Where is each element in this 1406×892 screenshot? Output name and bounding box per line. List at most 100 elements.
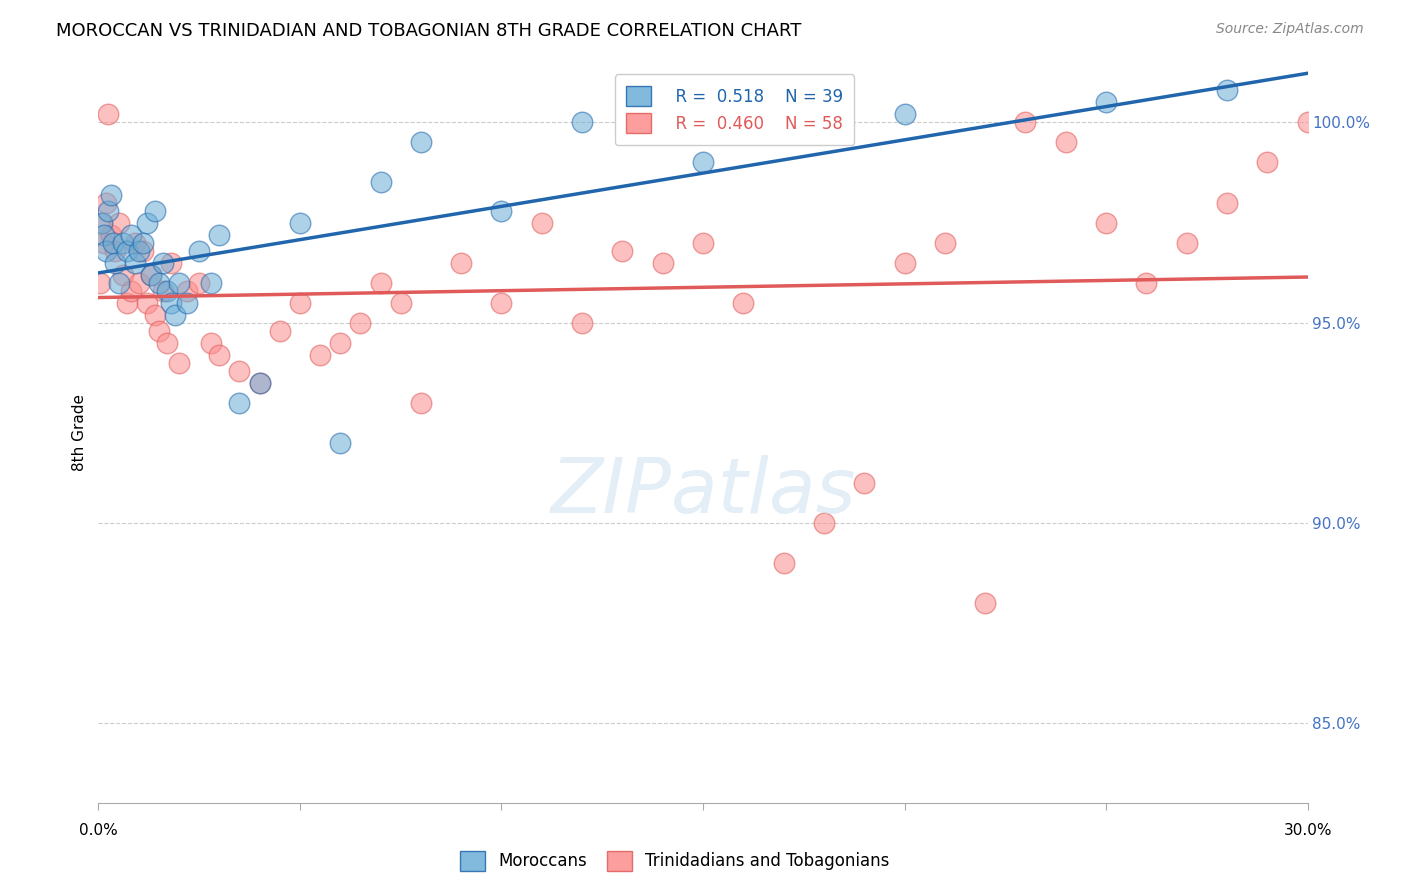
Point [409,395,432,409]
Point [101,235,124,250]
Point [1216,195,1239,210]
Point [651,255,673,269]
Point [249,376,271,390]
Point [167,355,190,369]
Point [530,215,553,229]
Point [97,107,120,121]
Point [208,348,231,362]
Text: 30.0%: 30.0% [1284,822,1331,838]
Point [124,235,146,250]
Text: Source: ZipAtlas.com: Source: ZipAtlas.com [1216,22,1364,37]
Legend:   R =  0.518    N = 39,   R =  0.460    N = 58: R = 0.518 N = 39, R = 0.460 N = 58 [614,74,855,145]
Point [111,235,134,250]
Point [107,215,129,229]
Point [612,244,634,258]
Point [692,235,714,250]
Point [163,308,186,322]
Point [571,316,593,330]
Point [692,155,714,169]
Point [853,475,876,490]
Point [115,295,138,310]
Point [329,435,352,450]
Point [450,255,472,269]
Point [93,235,115,250]
Point [329,335,352,350]
Point [349,316,371,330]
Point [143,203,166,218]
Point [148,324,170,338]
Point [89,276,111,290]
Point [1135,276,1157,290]
Point [188,244,211,258]
Point [1095,215,1118,229]
Point [1095,95,1118,110]
Point [143,308,166,322]
Point [167,276,190,290]
Point [974,596,997,610]
Legend: Moroccans, Trinidadians and Tobagonians: Moroccans, Trinidadians and Tobagonians [451,842,898,880]
Point [571,115,593,129]
Point [152,255,174,269]
Point [934,235,956,250]
Point [1296,115,1319,129]
Point [132,244,155,258]
Point [208,227,231,242]
Point [389,295,412,310]
Point [288,215,311,229]
Point [1014,115,1036,129]
Point [97,203,120,218]
Point [491,203,513,218]
Point [156,284,179,298]
Point [135,295,157,310]
Point [409,136,432,150]
Point [160,295,183,310]
Point [115,244,138,258]
Point [139,268,162,282]
Point [128,244,150,258]
Text: ZIPatlas: ZIPatlas [550,455,856,529]
Point [120,284,142,298]
Point [893,255,915,269]
Point [139,268,162,282]
Point [1216,83,1239,97]
Point [135,215,157,229]
Point [176,295,198,310]
Point [107,276,129,290]
Point [128,276,150,290]
Point [1175,235,1198,250]
Point [156,335,179,350]
Point [93,227,115,242]
Point [772,556,794,570]
Point [91,215,114,229]
Point [228,363,250,377]
Text: 0.0%: 0.0% [79,822,118,838]
Point [813,516,835,530]
Point [269,324,291,338]
Point [200,335,222,350]
Point [148,276,170,290]
Point [893,107,915,121]
Point [370,276,392,290]
Point [103,244,125,258]
Point [200,276,222,290]
Point [176,284,198,298]
Point [1054,136,1077,150]
Point [491,295,513,310]
Point [132,235,155,250]
Point [120,227,142,242]
Point [152,284,174,298]
Point [188,276,211,290]
Point [249,376,271,390]
Point [160,255,183,269]
Point [124,255,146,269]
Point [1256,155,1278,169]
Point [96,244,118,258]
Point [309,348,332,362]
Point [103,255,125,269]
Point [100,227,122,242]
Point [370,176,392,190]
Point [111,268,134,282]
Point [733,295,755,310]
Point [91,215,114,229]
Point [288,295,311,310]
